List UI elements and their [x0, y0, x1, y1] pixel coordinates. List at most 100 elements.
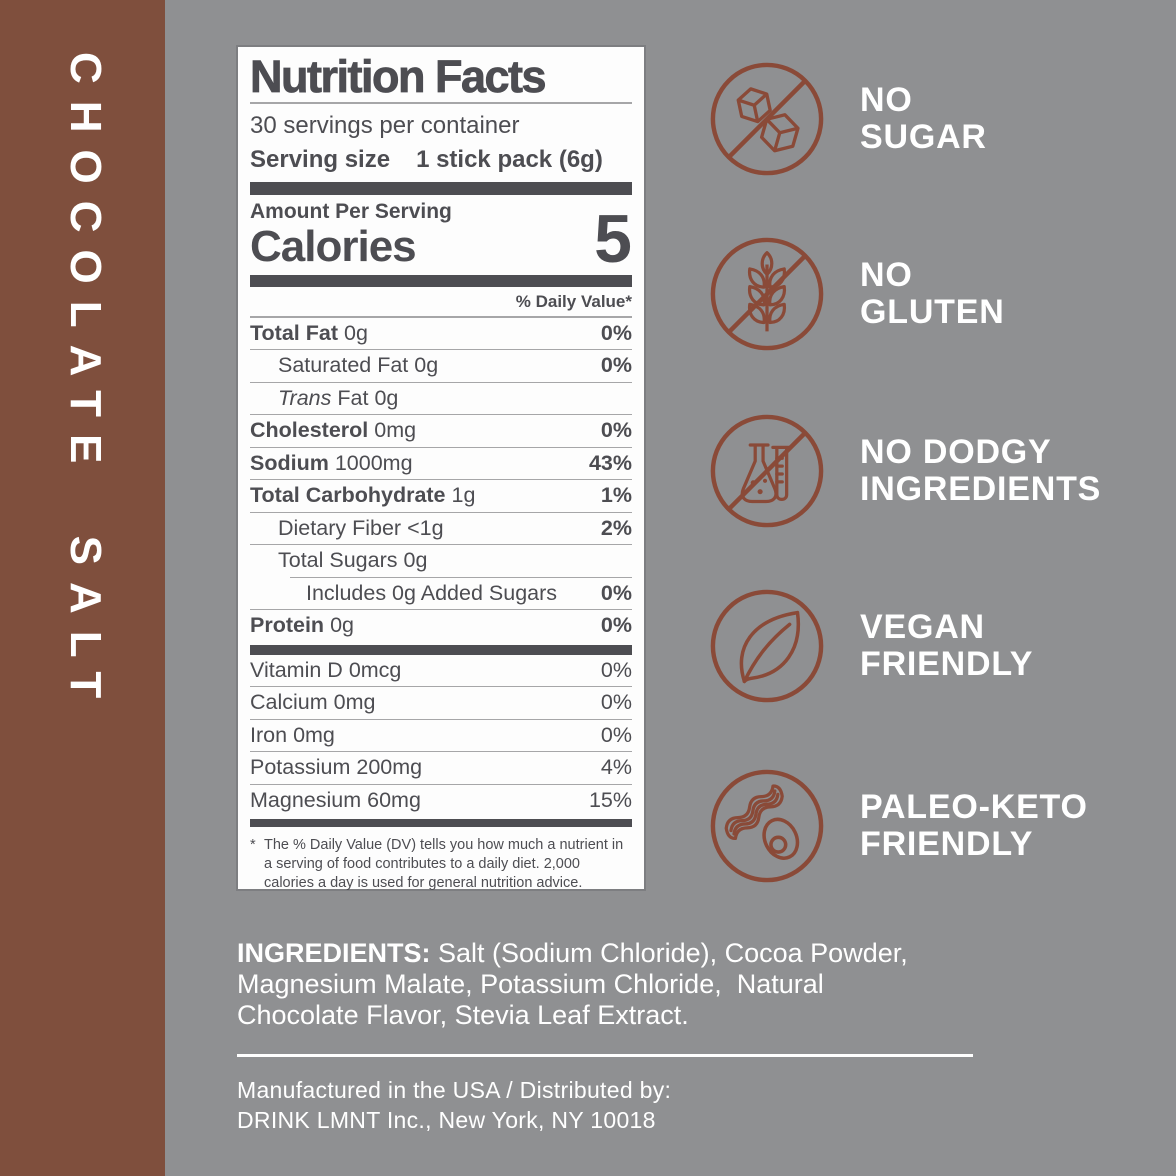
- divider-bar: [250, 819, 632, 828]
- manufactured-line: Manufactured in the USA / Distributed by…: [237, 1077, 672, 1103]
- nutrient-daily-value: 2%: [600, 515, 632, 540]
- nutrient-row: Total Fat 0g 0%: [250, 318, 632, 350]
- nutrient-row: Cholesterol 0mg 0%: [250, 414, 632, 447]
- ingredients-line: INGREDIENTS: Salt (Sodium Chloride), Coc…: [237, 938, 908, 968]
- nutrient-rows: Total Fat 0g 0% Saturated Fat 0g 0% Tran…: [250, 318, 632, 642]
- nutrient-row: Potassium 200mg 4%: [250, 751, 632, 784]
- nutrient-daily-value: 15%: [588, 787, 632, 812]
- nutrient-name: Total Fat: [250, 320, 338, 345]
- nutrient-name: Dietary Fiber: [278, 515, 402, 540]
- paleo-keto-friendly-icon: [710, 769, 824, 883]
- nutrient-daily-value: 0%: [600, 613, 632, 638]
- ingredients-line: Magnesium Malate, Potassium Chloride, Na…: [237, 969, 824, 1000]
- nutrient-row: Iron 0mg 0%: [250, 718, 632, 752]
- no-gluten-icon: [710, 237, 824, 351]
- nutrient-daily-value: 0%: [600, 353, 632, 378]
- nutrient-row: Sodium 1000mg 43%: [250, 446, 632, 480]
- nutrient-amount: 0mcg: [348, 657, 402, 682]
- nutrient-amount: 0g: [343, 320, 368, 345]
- nutrient-name: Magnesium: [250, 787, 362, 812]
- nutrient-daily-value: 0%: [600, 657, 632, 682]
- nutrient-row: Includes 0g Added Sugars 0%: [290, 576, 632, 610]
- footnote-text: The % Daily Value (DV) tells you how muc…: [264, 837, 624, 892]
- claim-text: NO SUGAR: [860, 81, 987, 156]
- manufacturer-block: Manufactured in the USA / Distributed by…: [237, 1076, 671, 1136]
- claim-no-sugar: NO SUGAR: [708, 60, 987, 178]
- claim-paleo-keto-friendly: PALEO-KETO FRIENDLY: [708, 767, 1088, 885]
- nutrient-amount: 0g: [374, 385, 399, 410]
- nutrient-row: Magnesium 60mg 15%: [250, 783, 632, 817]
- nutrient-daily-value: 43%: [588, 450, 632, 475]
- claim-text: VEGAN FRIENDLY: [860, 608, 1034, 683]
- nutrient-row: Saturated Fat 0g 0%: [250, 349, 632, 382]
- claim-vegan-friendly: VEGAN FRIENDLY: [708, 587, 1033, 705]
- nutrient-daily-value: 0%: [600, 418, 632, 443]
- nutrient-name: Total Sugars: [278, 548, 398, 573]
- flavor-title: CHOCOLATE SALT: [61, 52, 110, 716]
- nutrient-row: Vitamin D 0mcg 0%: [250, 655, 632, 687]
- nutrient-amount: 0mg: [293, 722, 335, 747]
- nutrient-amount: 0mg: [374, 418, 417, 443]
- claim-text: NO DODGY INGREDIENTS: [860, 433, 1102, 508]
- nutrient-row: Calcium 0mg 0%: [250, 686, 632, 719]
- claim-no-gluten: NO GLUTEN: [708, 235, 1005, 353]
- divider-bar: [250, 182, 632, 196]
- nutrient-name: Total Carbohydrate: [250, 483, 446, 508]
- flavor-band: CHOCOLATE SALT: [0, 0, 165, 1176]
- distributor-line: DRINK LMNT Inc., New York, NY 10018: [237, 1106, 656, 1133]
- calories-value: 5: [594, 200, 632, 277]
- vegan-friendly-icon: [710, 589, 824, 703]
- nutrient-name: Saturated Fat: [278, 353, 409, 378]
- nutrient-amount: 200mg: [356, 755, 423, 780]
- ingredients-line: Chocolate Flavor, Stevia Leaf Extract.: [237, 1000, 689, 1031]
- serving-size-label: Serving size: [250, 146, 391, 174]
- claim-text: PALEO-KETO FRIENDLY: [860, 788, 1088, 863]
- footer-divider: [237, 1054, 973, 1057]
- nutrient-row: Total Sugars 0g: [250, 544, 632, 577]
- serving-size-value: 1 stick pack (6g): [416, 146, 603, 174]
- serving-size-row: Serving size 1 stick pack (6g): [250, 143, 632, 180]
- nutrient-daily-value: 4%: [600, 755, 632, 780]
- claim-no-dodgy-ingredients: NO DODGY INGREDIENTS: [708, 412, 1101, 530]
- vitamin-rows: Vitamin D 0mcg 0% Calcium 0mg 0% Iron 0m…: [250, 655, 632, 817]
- nutrient-amount: <1g: [407, 515, 444, 540]
- nutrient-amount: 0g: [330, 613, 354, 638]
- nutrient-amount: 0g: [414, 353, 439, 378]
- divider-bar: [250, 644, 632, 655]
- nutrient-amount: 1000mg: [334, 450, 413, 475]
- divider-hairline: [250, 102, 632, 105]
- nutrient-name: Protein: [250, 613, 325, 638]
- nutrient-name: Potassium: [250, 755, 351, 780]
- nutrient-name-italic: Trans: [278, 385, 332, 410]
- claim-text: NO GLUTEN: [860, 256, 1005, 331]
- daily-value-header: % Daily Value*: [250, 287, 632, 318]
- nutrient-name: Sodium: [250, 450, 329, 475]
- servings-per-container: 30 servings per container: [250, 112, 520, 140]
- nutrient-daily-value: 0%: [600, 320, 632, 345]
- nutrition-facts-title: Nutrition Facts: [250, 51, 547, 102]
- nutrient-amount: 0mg: [333, 690, 376, 715]
- nutrition-facts-panel: Nutrition Facts 30 servings per containe…: [236, 45, 646, 891]
- nutrient-amount: 1g: [451, 483, 476, 508]
- nutrient-daily-value: 0%: [600, 722, 632, 747]
- calories-label: Calories: [250, 221, 417, 271]
- nutrient-row: Total Carbohydrate 1g 1%: [250, 479, 632, 512]
- nutrient-amount: 60mg: [367, 787, 421, 812]
- nutrient-name: Fat: [337, 385, 369, 410]
- amount-per-serving-label: Amount Per Serving: [250, 200, 452, 224]
- nutrient-row: Trans Fat 0g: [250, 381, 632, 415]
- no-dodgy-ingredients-icon: [710, 414, 824, 528]
- nutrient-row: Protein 0g 0%: [250, 609, 632, 642]
- calories-block: Amount Per Serving Calories 5: [250, 200, 632, 277]
- divider-bar: [250, 274, 632, 287]
- ingredients-label: INGREDIENTS:: [237, 938, 431, 968]
- daily-value-footnote: * The % Daily Value (DV) tells you how m…: [250, 831, 632, 893]
- nutrient-daily-value: 0%: [600, 580, 632, 605]
- nutrient-daily-value: 1%: [600, 483, 632, 508]
- no-sugar-icon: [710, 62, 824, 176]
- nutrient-daily-value: 0%: [600, 690, 632, 715]
- footnote-asterisk: *: [250, 837, 256, 854]
- nutrient-name: Includes 0g Added Sugars: [306, 580, 558, 605]
- ingredients-block: INGREDIENTS: Salt (Sodium Chloride), Coc…: [237, 938, 1007, 1032]
- nutrient-name: Iron: [250, 722, 288, 747]
